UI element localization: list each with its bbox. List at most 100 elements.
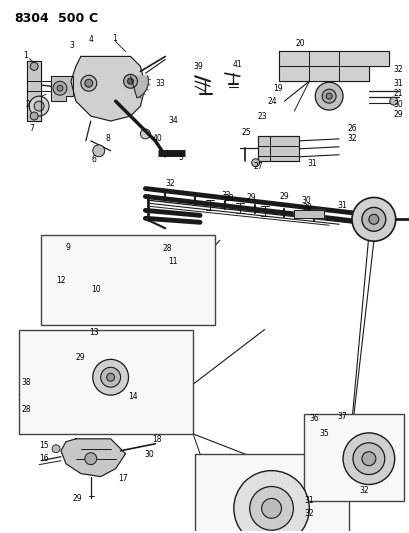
Text: 11: 11 bbox=[168, 256, 178, 265]
Circle shape bbox=[123, 74, 137, 88]
Text: 10: 10 bbox=[90, 285, 100, 294]
Polygon shape bbox=[96, 265, 130, 278]
Circle shape bbox=[249, 487, 293, 530]
Text: 28: 28 bbox=[21, 405, 31, 414]
Circle shape bbox=[106, 373, 115, 381]
Circle shape bbox=[34, 101, 44, 111]
Text: 19: 19 bbox=[273, 84, 283, 93]
Text: 32: 32 bbox=[303, 509, 313, 518]
Circle shape bbox=[81, 75, 97, 91]
Text: 1: 1 bbox=[112, 34, 117, 43]
Text: 37: 37 bbox=[336, 413, 346, 422]
Text: 16: 16 bbox=[39, 454, 49, 463]
Text: 12: 12 bbox=[56, 277, 65, 285]
Circle shape bbox=[342, 433, 394, 484]
Text: 21: 21 bbox=[393, 88, 402, 98]
Circle shape bbox=[85, 453, 97, 465]
Text: 17: 17 bbox=[118, 474, 128, 483]
Text: 32: 32 bbox=[358, 486, 368, 495]
Text: 5: 5 bbox=[178, 154, 182, 162]
Circle shape bbox=[92, 145, 104, 157]
Text: 6: 6 bbox=[92, 155, 97, 164]
Circle shape bbox=[326, 93, 331, 99]
Text: 39: 39 bbox=[193, 62, 202, 71]
Text: 29: 29 bbox=[393, 110, 402, 118]
Circle shape bbox=[352, 443, 384, 474]
Text: 27: 27 bbox=[253, 162, 263, 171]
Bar bbox=[19, 329, 193, 434]
Circle shape bbox=[85, 79, 92, 87]
Text: 41: 41 bbox=[232, 60, 242, 69]
Text: 15: 15 bbox=[39, 441, 49, 450]
Circle shape bbox=[127, 78, 133, 84]
Polygon shape bbox=[257, 136, 299, 161]
Text: 32: 32 bbox=[346, 134, 356, 143]
Text: 31: 31 bbox=[336, 201, 346, 210]
Circle shape bbox=[101, 367, 120, 387]
Text: 34: 34 bbox=[168, 117, 178, 125]
Text: 33: 33 bbox=[155, 79, 165, 88]
Bar bbox=[303, 414, 402, 502]
Text: 9: 9 bbox=[66, 243, 71, 252]
Text: 13: 13 bbox=[89, 328, 98, 337]
Circle shape bbox=[57, 85, 63, 91]
Circle shape bbox=[92, 359, 128, 395]
Text: 8: 8 bbox=[106, 134, 110, 143]
Circle shape bbox=[53, 81, 67, 95]
Circle shape bbox=[29, 96, 49, 116]
Text: 31: 31 bbox=[303, 496, 313, 505]
Polygon shape bbox=[27, 61, 41, 121]
Circle shape bbox=[30, 112, 38, 120]
Text: 30: 30 bbox=[393, 100, 402, 109]
Polygon shape bbox=[51, 76, 73, 101]
Text: 20: 20 bbox=[294, 39, 304, 48]
Text: 24: 24 bbox=[267, 96, 276, 106]
Text: 30: 30 bbox=[144, 450, 154, 459]
Polygon shape bbox=[76, 250, 96, 268]
Circle shape bbox=[233, 471, 308, 533]
Text: 4: 4 bbox=[89, 35, 93, 44]
Circle shape bbox=[30, 62, 38, 70]
Text: C: C bbox=[89, 12, 98, 25]
Circle shape bbox=[140, 129, 150, 139]
Polygon shape bbox=[130, 76, 148, 98]
Circle shape bbox=[52, 445, 60, 453]
Text: 25: 25 bbox=[241, 128, 251, 138]
Text: 18: 18 bbox=[152, 435, 162, 445]
Text: 31: 31 bbox=[307, 159, 316, 168]
Text: 29: 29 bbox=[73, 494, 82, 503]
Text: 500: 500 bbox=[58, 12, 84, 25]
Circle shape bbox=[361, 452, 375, 466]
Bar bbox=[41, 235, 214, 325]
Circle shape bbox=[351, 197, 395, 241]
Text: 23: 23 bbox=[257, 111, 267, 120]
Circle shape bbox=[389, 97, 397, 105]
Circle shape bbox=[321, 89, 335, 103]
Polygon shape bbox=[294, 211, 324, 219]
Text: 2: 2 bbox=[25, 100, 30, 109]
Polygon shape bbox=[85, 278, 101, 290]
Polygon shape bbox=[61, 439, 125, 477]
Text: 29: 29 bbox=[246, 193, 256, 202]
Text: 29: 29 bbox=[76, 353, 85, 362]
Text: 28: 28 bbox=[224, 194, 234, 203]
Circle shape bbox=[368, 214, 378, 224]
Polygon shape bbox=[71, 56, 145, 121]
Circle shape bbox=[315, 82, 342, 110]
Text: 36: 36 bbox=[308, 415, 318, 423]
Polygon shape bbox=[279, 52, 388, 81]
Text: 40: 40 bbox=[152, 134, 162, 143]
Text: 26: 26 bbox=[346, 124, 356, 133]
Circle shape bbox=[361, 207, 385, 231]
Circle shape bbox=[261, 498, 281, 518]
Text: 7: 7 bbox=[29, 124, 34, 133]
Text: 31: 31 bbox=[393, 79, 402, 88]
Bar bbox=[195, 454, 348, 533]
Text: 28: 28 bbox=[162, 244, 171, 253]
Text: 30: 30 bbox=[301, 196, 310, 205]
Text: 1: 1 bbox=[23, 51, 28, 60]
Text: 14: 14 bbox=[128, 392, 138, 401]
Text: 38: 38 bbox=[21, 378, 31, 387]
Text: 32: 32 bbox=[393, 65, 402, 74]
Text: 32: 32 bbox=[221, 191, 231, 200]
